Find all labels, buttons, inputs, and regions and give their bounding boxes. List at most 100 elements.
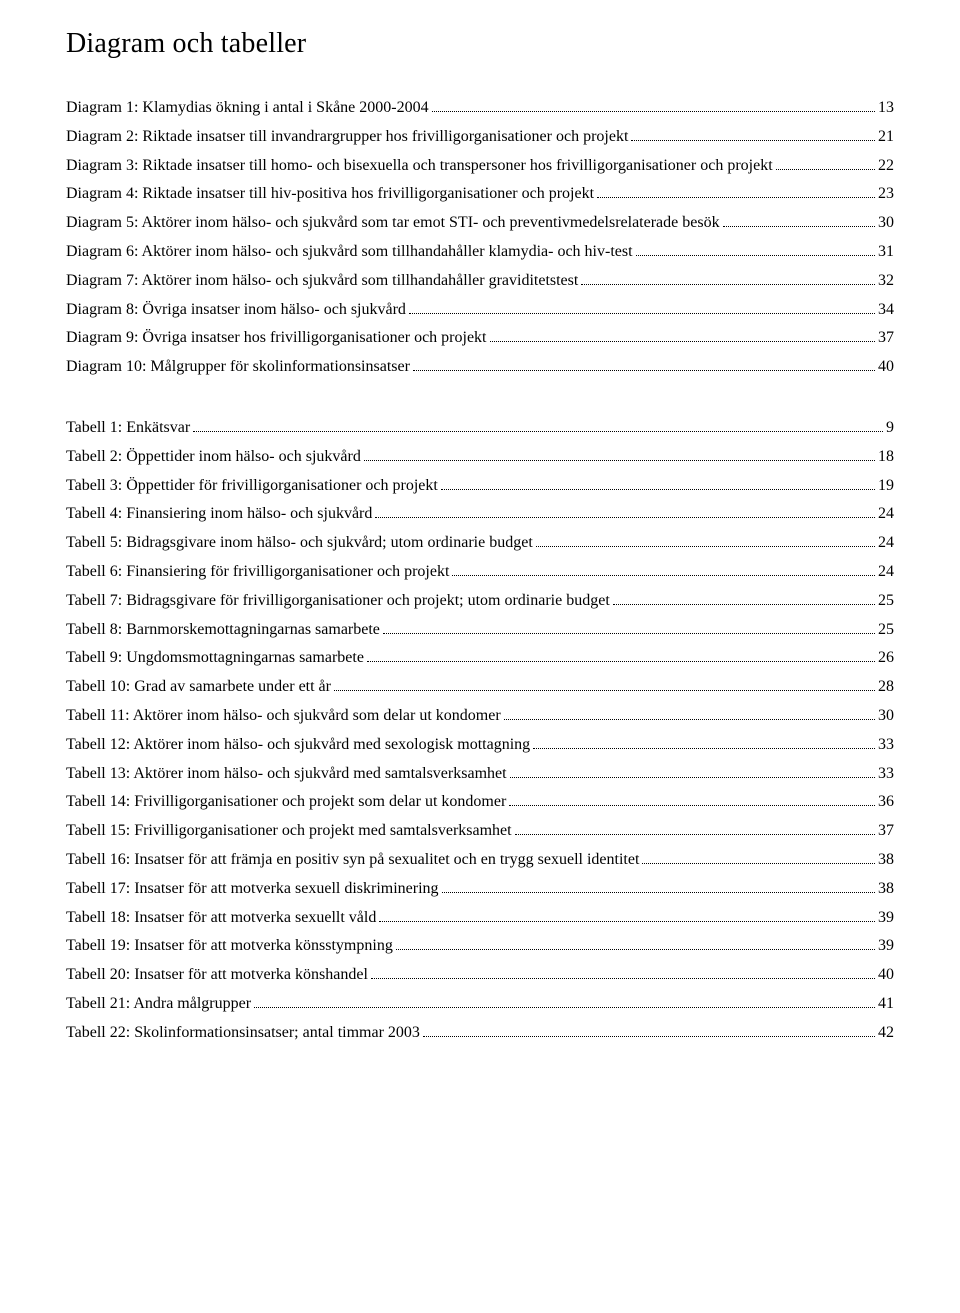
- table-page-number: 37: [878, 817, 894, 846]
- diagram-page-number: 32: [878, 267, 894, 296]
- table-entry: Tabell 10: Grad av samarbete under ett å…: [66, 673, 894, 702]
- diagram-page-number: 22: [878, 152, 894, 181]
- dot-leader: [423, 1036, 875, 1037]
- dot-leader: [396, 949, 875, 950]
- dot-leader: [533, 748, 875, 749]
- dot-leader: [409, 313, 875, 314]
- dot-leader: [452, 575, 875, 576]
- diagram-label: Diagram 9: Övriga insatser hos frivillig…: [66, 324, 487, 353]
- dot-leader: [442, 892, 875, 893]
- dot-leader: [375, 517, 875, 518]
- diagram-label: Diagram 8: Övriga insatser inom hälso- o…: [66, 296, 406, 325]
- dot-leader: [371, 978, 875, 979]
- table-entry: Tabell 4: Finansiering inom hälso- och s…: [66, 500, 894, 529]
- table-page-number: 33: [878, 760, 894, 789]
- table-label: Tabell 6: Finansiering för frivilligorga…: [66, 558, 449, 587]
- diagram-page-number: 31: [878, 238, 894, 267]
- diagram-entry: Diagram 8: Övriga insatser inom hälso- o…: [66, 296, 894, 325]
- diagram-label: Diagram 1: Klamydias ökning i antal i Sk…: [66, 94, 429, 123]
- diagram-label: Diagram 6: Aktörer inom hälso- och sjukv…: [66, 238, 633, 267]
- table-label: Tabell 3: Öppettider för frivilligorgani…: [66, 472, 438, 501]
- table-entry: Tabell 1: Enkätsvar9: [66, 414, 894, 443]
- dot-leader: [504, 719, 875, 720]
- dot-leader: [515, 834, 875, 835]
- table-entry: Tabell 18: Insatser för att motverka sex…: [66, 904, 894, 933]
- diagram-entry: Diagram 7: Aktörer inom hälso- och sjukv…: [66, 267, 894, 296]
- toc-tables-section: Tabell 1: Enkätsvar9Tabell 2: Öppettider…: [66, 414, 894, 1048]
- table-label: Tabell 17: Insatser för att motverka sex…: [66, 875, 439, 904]
- diagram-entry: Diagram 6: Aktörer inom hälso- och sjukv…: [66, 238, 894, 267]
- table-label: Tabell 9: Ungdomsmottagningarnas samarbe…: [66, 644, 364, 673]
- table-label: Tabell 4: Finansiering inom hälso- och s…: [66, 500, 372, 529]
- dot-leader: [776, 169, 875, 170]
- dot-leader: [509, 805, 875, 806]
- table-label: Tabell 7: Bidragsgivare för frivilligorg…: [66, 587, 610, 616]
- table-page-number: 26: [878, 644, 894, 673]
- diagram-label: Diagram 7: Aktörer inom hälso- och sjukv…: [66, 267, 578, 296]
- dot-leader: [379, 921, 875, 922]
- table-page-number: 33: [878, 731, 894, 760]
- dot-leader: [581, 284, 875, 285]
- table-entry: Tabell 5: Bidragsgivare inom hälso- och …: [66, 529, 894, 558]
- dot-leader: [432, 111, 875, 112]
- table-page-number: 24: [878, 529, 894, 558]
- table-page-number: 24: [878, 558, 894, 587]
- table-page-number: 25: [878, 587, 894, 616]
- diagram-page-number: 23: [878, 180, 894, 209]
- table-label: Tabell 8: Barnmorskemottagningarnas sama…: [66, 616, 380, 645]
- table-entry: Tabell 20: Insatser för att motverka kön…: [66, 961, 894, 990]
- dot-leader: [636, 255, 875, 256]
- dot-leader: [383, 633, 875, 634]
- table-entry: Tabell 11: Aktörer inom hälso- och sjukv…: [66, 702, 894, 731]
- table-entry: Tabell 19: Insatser för att motverka kön…: [66, 932, 894, 961]
- dot-leader: [723, 226, 875, 227]
- table-page-number: 30: [878, 702, 894, 731]
- document-page: Diagram och tabeller Diagram 1: Klamydia…: [0, 0, 960, 1313]
- diagram-page-number: 30: [878, 209, 894, 238]
- table-label: Tabell 15: Frivilligorganisationer och p…: [66, 817, 512, 846]
- dot-leader: [490, 341, 876, 342]
- diagram-entry: Diagram 10: Målgrupper för skolinformati…: [66, 353, 894, 382]
- diagram-label: Diagram 5: Aktörer inom hälso- och sjukv…: [66, 209, 720, 238]
- table-entry: Tabell 6: Finansiering för frivilligorga…: [66, 558, 894, 587]
- diagram-page-number: 40: [878, 353, 894, 382]
- table-label: Tabell 21: Andra målgrupper: [66, 990, 251, 1019]
- diagram-entry: Diagram 1: Klamydias ökning i antal i Sk…: [66, 94, 894, 123]
- dot-leader: [334, 690, 875, 691]
- dot-leader: [254, 1007, 875, 1008]
- table-label: Tabell 2: Öppettider inom hälso- och sju…: [66, 443, 361, 472]
- diagram-page-number: 37: [878, 324, 894, 353]
- dot-leader: [441, 489, 875, 490]
- diagram-page-number: 34: [878, 296, 894, 325]
- table-label: Tabell 11: Aktörer inom hälso- och sjukv…: [66, 702, 501, 731]
- table-label: Tabell 18: Insatser för att motverka sex…: [66, 904, 376, 933]
- table-entry: Tabell 14: Frivilligorganisationer och p…: [66, 788, 894, 817]
- table-entry: Tabell 15: Frivilligorganisationer och p…: [66, 817, 894, 846]
- diagram-label: Diagram 10: Målgrupper för skolinformati…: [66, 353, 410, 382]
- table-page-number: 41: [878, 990, 894, 1019]
- table-page-number: 19: [878, 472, 894, 501]
- table-entry: Tabell 13: Aktörer inom hälso- och sjukv…: [66, 760, 894, 789]
- table-page-number: 42: [878, 1019, 894, 1048]
- dot-leader: [510, 777, 875, 778]
- table-page-number: 39: [878, 904, 894, 933]
- diagram-label: Diagram 2: Riktade insatser till invandr…: [66, 123, 628, 152]
- table-label: Tabell 20: Insatser för att motverka kön…: [66, 961, 368, 990]
- table-label: Tabell 1: Enkätsvar: [66, 414, 190, 443]
- diagram-entry: Diagram 2: Riktade insatser till invandr…: [66, 123, 894, 152]
- table-page-number: 24: [878, 500, 894, 529]
- table-page-number: 39: [878, 932, 894, 961]
- diagram-entry: Diagram 5: Aktörer inom hälso- och sjukv…: [66, 209, 894, 238]
- table-page-number: 38: [878, 846, 894, 875]
- table-entry: Tabell 16: Insatser för att främja en po…: [66, 846, 894, 875]
- table-entry: Tabell 7: Bidragsgivare för frivilligorg…: [66, 587, 894, 616]
- diagram-entry: Diagram 3: Riktade insatser till homo- o…: [66, 152, 894, 181]
- diagram-entry: Diagram 4: Riktade insatser till hiv-pos…: [66, 180, 894, 209]
- diagram-label: Diagram 4: Riktade insatser till hiv-pos…: [66, 180, 594, 209]
- table-entry: Tabell 21: Andra målgrupper 41: [66, 990, 894, 1019]
- table-page-number: 18: [878, 443, 894, 472]
- dot-leader: [413, 370, 875, 371]
- table-entry: Tabell 17: Insatser för att motverka sex…: [66, 875, 894, 904]
- toc-diagrams-section: Diagram 1: Klamydias ökning i antal i Sk…: [66, 94, 894, 382]
- table-entry: Tabell 3: Öppettider för frivilligorgani…: [66, 472, 894, 501]
